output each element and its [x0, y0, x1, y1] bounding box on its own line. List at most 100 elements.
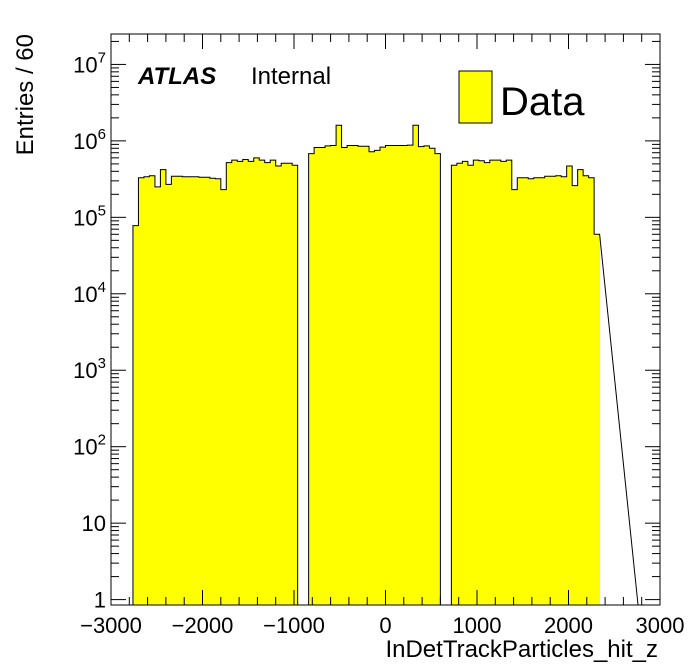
histogram-bin: [215, 178, 222, 605]
x-tick-label: −1000: [263, 613, 325, 638]
histogram-bin: [248, 161, 255, 605]
histogram-bin: [380, 147, 386, 605]
histogram-bin: [566, 165, 573, 605]
histogram-bin: [374, 150, 381, 605]
histogram-bin: [533, 177, 540, 605]
y-tick-label: 102: [73, 432, 106, 460]
histogram-bin: [231, 160, 238, 606]
histogram-bin: [165, 184, 172, 605]
plot-frame: [110, 33, 661, 606]
histogram-bin: [456, 163, 463, 606]
histogram-bin: [555, 175, 562, 606]
histogram-bin: [358, 146, 364, 605]
y-tick-label: 103: [73, 355, 106, 383]
legend-label-data: Data: [500, 80, 585, 124]
histogram-bin: [176, 176, 183, 605]
histogram-bin: [484, 162, 491, 605]
histogram-bin: [314, 147, 321, 605]
histogram-bin: [237, 161, 244, 605]
x-tick-label: 0: [379, 613, 391, 638]
y-tick-label: 10: [82, 511, 106, 536]
histogram-bin: [369, 151, 375, 605]
histogram-bin: [489, 160, 496, 606]
histogram-bin: [473, 160, 480, 606]
histogram-bin: [209, 178, 216, 605]
x-tick-label: −2000: [172, 613, 234, 638]
histogram-bin: [347, 145, 353, 605]
y-tick-label: 106: [73, 126, 106, 154]
histogram-bin: [495, 160, 502, 606]
histogram-bin: [401, 145, 408, 605]
histogram-bin: [220, 189, 227, 605]
histogram-bin: [193, 176, 200, 605]
histogram-bin: [561, 176, 568, 605]
histogram-bin: [396, 145, 403, 605]
x-tick-label: 2000: [544, 613, 593, 638]
y-tick-label: 104: [73, 279, 106, 307]
histogram-bin: [478, 160, 485, 605]
histogram-outline: [132, 124, 639, 606]
histogram-bin: [467, 165, 474, 605]
histogram-bin: [198, 177, 205, 606]
y-tick-label: 105: [73, 202, 106, 230]
histogram-bin: [281, 163, 288, 606]
x-tick-label: 1000: [453, 613, 502, 638]
histogram-bin: [363, 146, 370, 605]
histogram-bin: [270, 160, 277, 606]
histogram-bin: [429, 148, 436, 605]
histogram-bin: [462, 161, 469, 605]
histogram-bin: [423, 145, 430, 605]
histogram-bin: [500, 161, 507, 605]
histogram-bin: [253, 157, 260, 605]
histogram-bin: [259, 160, 266, 606]
histogram-bin: [451, 165, 458, 605]
histogram-bin: [434, 153, 441, 605]
histogram-bin: [160, 169, 167, 605]
histogram-bin: [325, 145, 331, 605]
histogram-bin: [171, 176, 178, 605]
histogram-bin: [275, 165, 282, 605]
legend-swatch-data: [458, 70, 493, 124]
histogram-bin: [242, 159, 249, 605]
histogram-bin: [407, 145, 414, 605]
y-tick-label: 1: [94, 588, 106, 613]
x-tick-labels: −3000 −2000 −1000 0 1000 2000 3000: [80, 613, 684, 638]
histogram-bin: [528, 178, 535, 605]
histogram-bin: [286, 163, 293, 606]
histogram-bin: [182, 176, 189, 605]
histogram-bin: [594, 234, 601, 605]
x-tick-label: −3000: [80, 613, 142, 638]
histogram-bin: [132, 225, 139, 606]
y-tick-label: 107: [73, 49, 106, 77]
histogram-bin: [330, 145, 337, 605]
y-tick-labels: 1 10 102 103 104 105 106 107: [73, 49, 106, 612]
internal-label: Internal: [251, 63, 331, 90]
histogram-bin: [308, 153, 315, 605]
axis-ticks: [110, 34, 661, 605]
histogram-bin: [572, 185, 579, 605]
histogram-bin: [577, 169, 584, 605]
histogram-bin: [352, 145, 359, 605]
histogram-bin: [149, 175, 156, 606]
histogram-bin: [522, 177, 529, 605]
histogram-bin: [418, 146, 425, 605]
histogram-bars: [132, 124, 639, 606]
histogram-bin: [588, 177, 595, 605]
histogram-bin: [341, 147, 348, 605]
histogram-bin: [583, 175, 590, 606]
histogram-bin: [385, 145, 392, 605]
histogram-bin: [539, 177, 546, 605]
histogram-bin: [292, 165, 299, 605]
atlas-label: ATLAS: [137, 63, 216, 90]
histogram-bin: [517, 177, 524, 605]
histogram-bin: [143, 176, 150, 605]
histogram-bin: [187, 176, 194, 605]
histogram-bin: [390, 145, 397, 605]
histogram-bin: [154, 186, 161, 605]
histogram-bin: [511, 189, 518, 605]
histogram-bin: [544, 176, 551, 605]
x-tick-label: 3000: [636, 613, 685, 638]
histogram-bin: [506, 160, 513, 606]
histogram-bin: [319, 147, 326, 605]
histogram-bin: [264, 162, 271, 605]
